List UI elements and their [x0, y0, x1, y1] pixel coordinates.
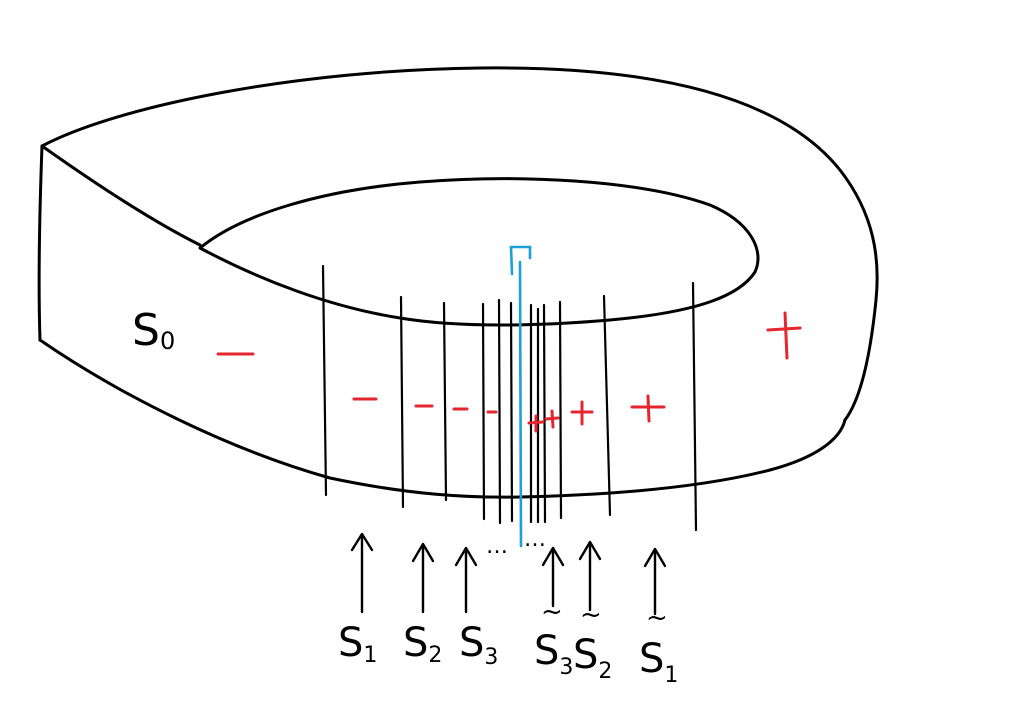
gamma-line [518, 260, 523, 548]
plus-sign [527, 414, 545, 433]
slice-line [602, 294, 612, 517]
arrow-up [541, 546, 565, 608]
slice-line [542, 303, 547, 524]
slice-line [691, 281, 698, 532]
svg-text:~: ~ [541, 597, 563, 627]
slice-line [497, 298, 502, 525]
label-s1: S1 [338, 620, 377, 668]
svg-text:S2: S2 [573, 632, 612, 684]
plus-sign [630, 394, 666, 423]
surface-label-s0: S0 [132, 305, 175, 356]
label-s3-tilde: ~ S3 [534, 597, 573, 680]
ellipsis-left: … [486, 534, 508, 559]
arrows [350, 532, 667, 616]
slice-line [558, 300, 563, 520]
band-left-edge [37, 144, 44, 342]
slice-line [399, 295, 405, 509]
gamma-curve [509, 245, 532, 548]
orientation-signs [216, 311, 802, 433]
svg-text:~: ~ [646, 603, 668, 633]
band-bottom-edge [38, 338, 847, 499]
label-s2-tilde: ~ S2 [573, 600, 612, 684]
band-inner-hole [198, 177, 760, 327]
arrow-up [411, 542, 435, 614]
svg-text:~: ~ [580, 600, 602, 630]
svg-text:S1: S1 [639, 636, 678, 688]
plus-sign [544, 409, 560, 429]
label-s3: S3 [459, 620, 498, 670]
label-s1-tilde: ~ S1 [639, 603, 678, 688]
arrow-up [643, 547, 667, 616]
plus-sign-outer [766, 311, 802, 360]
slice-line [321, 264, 328, 497]
arrow-up [578, 540, 602, 612]
label-s2: S2 [403, 620, 442, 668]
band-outer-top-edge [40, 66, 879, 422]
svg-text:S3: S3 [534, 628, 573, 680]
slice-line [442, 301, 448, 502]
arrow-up [454, 546, 478, 614]
band-outline [37, 66, 879, 499]
ellipsis-right: … [524, 527, 546, 552]
band-left-cap [40, 144, 202, 247]
slice-line [481, 302, 486, 521]
slice-lines [321, 264, 698, 532]
gamma-glyph [509, 245, 532, 276]
arrow-up [350, 532, 374, 614]
plus-sign [570, 400, 594, 426]
slice-line [509, 301, 514, 523]
